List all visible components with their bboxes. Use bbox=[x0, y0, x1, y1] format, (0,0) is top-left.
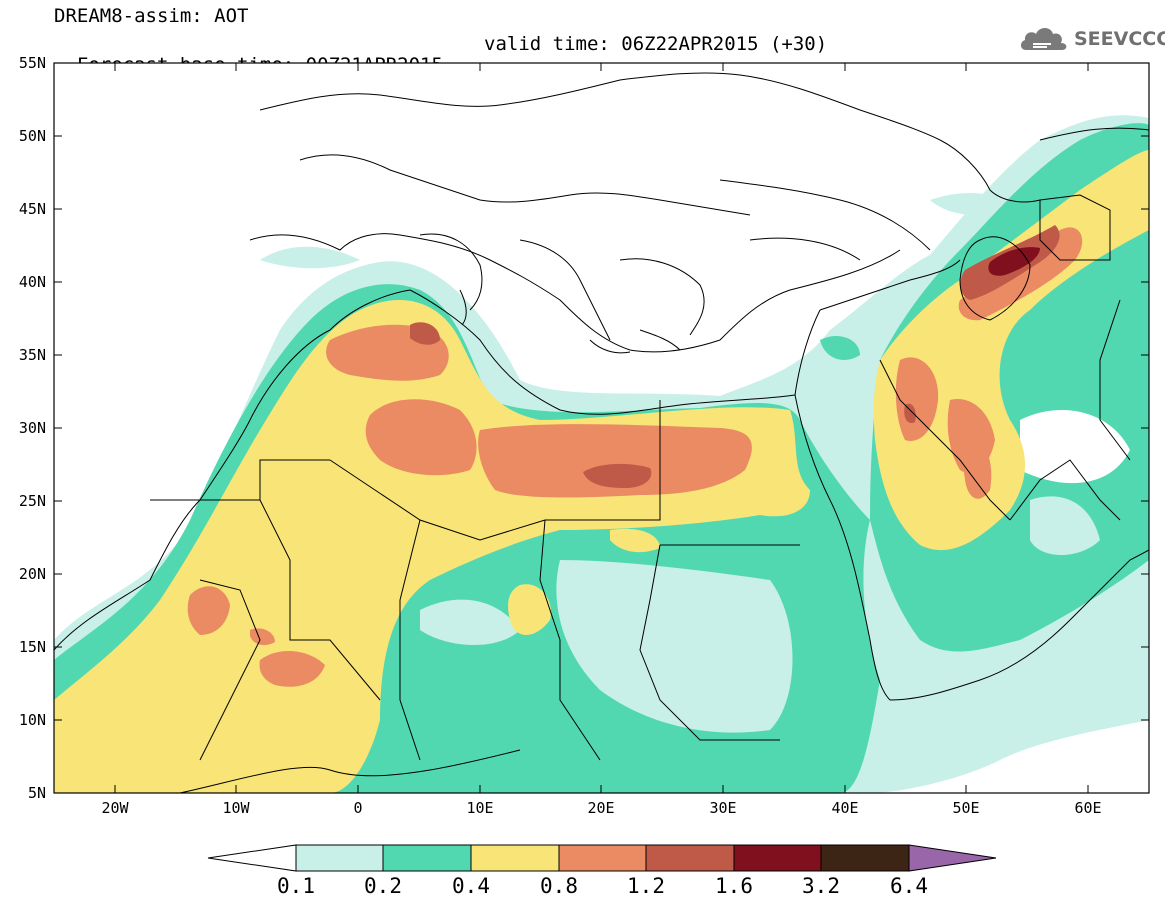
lon-label: 10E bbox=[466, 799, 494, 817]
colorbar-bin bbox=[382, 844, 472, 872]
colorbar-bin bbox=[733, 844, 822, 872]
lat-label: 15N bbox=[18, 638, 46, 656]
colorbar-bin bbox=[820, 844, 910, 872]
aot-field bbox=[54, 63, 1149, 793]
colorbar-min-arrow bbox=[207, 844, 297, 872]
colorbar-bin bbox=[470, 844, 560, 872]
lat-label: 35N bbox=[18, 346, 46, 364]
lat-label: 5N bbox=[27, 784, 46, 802]
lat-label: 55N bbox=[18, 54, 46, 72]
lat-label: 25N bbox=[18, 492, 46, 510]
lat-label: 20N bbox=[18, 565, 46, 583]
valid-time-label: valid time: 06Z22APR2015 (+30) bbox=[484, 33, 828, 55]
colorbar-max-arrow bbox=[908, 844, 997, 872]
lon-label: 0 bbox=[353, 799, 363, 817]
lat-label: 45N bbox=[18, 200, 46, 218]
colorbar-label: 0.8 bbox=[540, 874, 578, 898]
colorbar-bin bbox=[558, 844, 647, 872]
lon-label: 20W bbox=[101, 799, 129, 817]
lat-label: 10N bbox=[18, 711, 46, 729]
lon-label: 50E bbox=[952, 799, 980, 817]
colorbar-label: 0.2 bbox=[364, 874, 402, 898]
map-title: DREAM8-assim: AOT bbox=[54, 5, 249, 27]
lat-ticks bbox=[54, 62, 1149, 721]
lon-label: 30E bbox=[709, 799, 737, 817]
colorbar-bin bbox=[295, 844, 384, 872]
lat-label: 40N bbox=[18, 273, 46, 291]
colorbar-label: 1.6 bbox=[715, 874, 753, 898]
colorbar-label: 1.2 bbox=[627, 874, 665, 898]
lon-label: 20E bbox=[587, 799, 615, 817]
lon-label: 60E bbox=[1074, 799, 1102, 817]
lat-label: 30N bbox=[18, 419, 46, 437]
lat-label: 50N bbox=[18, 127, 46, 145]
colorbar bbox=[207, 844, 997, 872]
colorbar-label: 3.2 bbox=[802, 874, 840, 898]
lon-label: 10W bbox=[222, 799, 250, 817]
colorbar-label: 0.4 bbox=[452, 874, 490, 898]
cloud-icon bbox=[1020, 28, 1067, 50]
colorbar-bin bbox=[645, 844, 735, 872]
seevccc-logo: SEEVCCC bbox=[1018, 22, 1165, 56]
lon-ticks bbox=[114, 63, 1089, 793]
logo-text: SEEVCCC bbox=[1074, 28, 1165, 50]
colorbar-label: 6.4 bbox=[890, 874, 928, 898]
lon-label: 40E bbox=[831, 799, 859, 817]
colorbar-label: 0.1 bbox=[277, 874, 315, 898]
